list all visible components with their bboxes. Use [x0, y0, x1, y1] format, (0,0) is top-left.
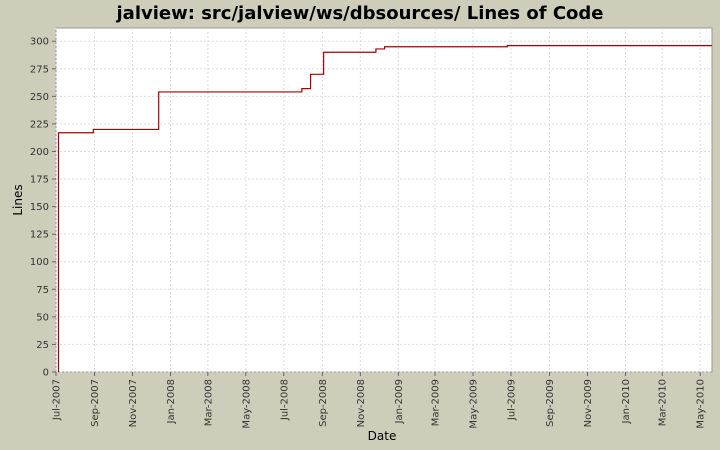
chart-title: jalview: src/jalview/ws/dbsources/ Lines… — [116, 3, 604, 24]
y-tick-label: 75 — [36, 285, 49, 296]
y-tick-label: 225 — [30, 119, 49, 130]
x-tick-label: May-2010 — [696, 379, 707, 429]
series-layer — [57, 45, 712, 372]
y-tick-label: 125 — [30, 230, 49, 241]
y-tick-label: 0 — [43, 368, 49, 379]
y-tick-label: 25 — [36, 340, 49, 351]
y-tick-label: 200 — [30, 147, 49, 158]
x-tick-label: Jul-2008 — [279, 379, 290, 421]
x-tick-label: Sep-2008 — [318, 379, 329, 427]
y-tick-label: 175 — [30, 175, 49, 186]
y-tick-label: 275 — [30, 64, 49, 75]
grid-lines — [55, 28, 712, 373]
y-tick-label: 150 — [30, 202, 49, 213]
x-tick-label: Mar-2008 — [203, 379, 214, 426]
x-tick-label: May-2008 — [241, 379, 252, 429]
x-tick-label: Jul-2007 — [52, 379, 63, 421]
x-tick-label: Mar-2009 — [431, 379, 442, 426]
plot-area — [55, 27, 713, 373]
x-tick-label: Sep-2007 — [90, 379, 101, 427]
series-line-0 — [57, 45, 712, 372]
y-tick-label: 250 — [30, 92, 49, 103]
x-tick-label: Jan-2009 — [394, 379, 405, 424]
x-tick-label: Jan-2010 — [621, 379, 632, 424]
y-tick-label: 50 — [36, 312, 49, 323]
x-tick-label: Jul-2009 — [506, 379, 517, 421]
x-tick-label: Jan-2008 — [166, 379, 177, 424]
x-tick-label: Mar-2010 — [658, 379, 669, 426]
x-tick-label: Nov-2007 — [128, 379, 139, 427]
y-tick-label: 300 — [30, 37, 49, 48]
y-axis-label: Lines — [11, 184, 25, 215]
x-tick-label: May-2009 — [469, 379, 480, 429]
y-axis: 0 25 50 75 100 125 150 175 200 225 250 275 300 — [30, 37, 56, 379]
y-tick-label: 100 — [30, 257, 49, 268]
x-tick-label: Nov-2009 — [583, 379, 594, 427]
x-tick-label: Nov-2008 — [356, 379, 367, 427]
x-tick-label: Sep-2009 — [545, 379, 556, 427]
x-axis: Jul-2007 Sep-2007 Nov-2007 Jan-2008 Mar-2008… — [52, 372, 707, 429]
x-axis-label: Date — [368, 429, 397, 443]
